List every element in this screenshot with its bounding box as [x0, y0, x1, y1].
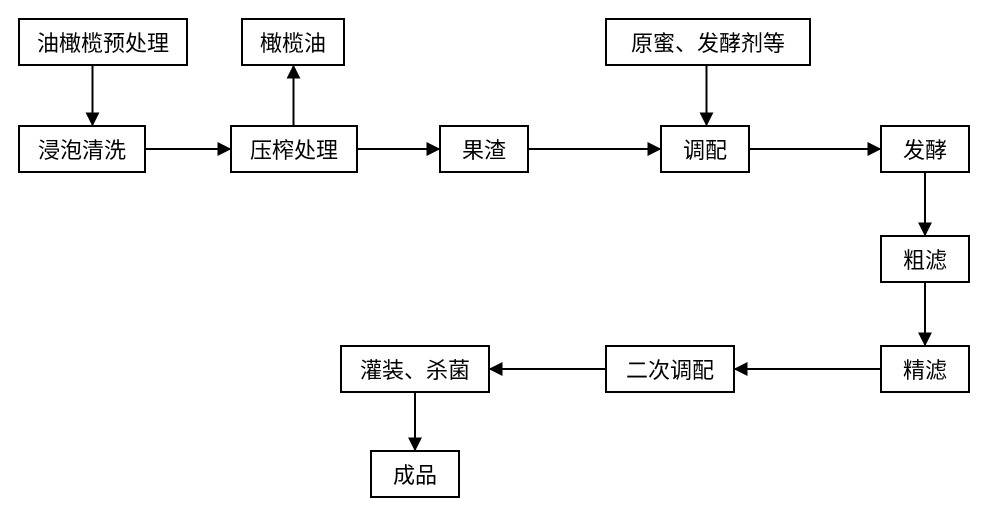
node-fill-sterilize: 灌装、杀菌: [340, 345, 490, 393]
node-label: 精滤: [903, 353, 947, 385]
node-finished-product: 成品: [370, 450, 460, 498]
node-label: 压榨处理: [250, 133, 338, 165]
flowchart-canvas: 油橄榄预处理 橄榄油 原蜜、发酵剂等 浸泡清洗 压榨处理 果渣 调配 发酵 粗滤…: [0, 0, 1000, 514]
node-coarse-filter: 粗滤: [880, 235, 970, 283]
node-second-blend: 二次调配: [605, 345, 735, 393]
node-olive-oil: 橄榄油: [241, 18, 345, 66]
node-label: 粗滤: [903, 243, 947, 275]
node-label: 原蜜、发酵剂等: [631, 26, 785, 58]
node-pomace: 果渣: [439, 125, 529, 173]
node-label: 果渣: [462, 133, 506, 165]
node-label: 橄榄油: [260, 26, 326, 58]
node-honey-ferment: 原蜜、发酵剂等: [605, 18, 811, 66]
node-fine-filter: 精滤: [880, 345, 970, 393]
node-press: 压榨处理: [230, 125, 358, 173]
node-label: 灌装、杀菌: [360, 353, 470, 385]
node-soak-wash: 浸泡清洗: [18, 125, 146, 173]
node-pretreatment: 油橄榄预处理: [18, 18, 188, 66]
node-label: 浸泡清洗: [38, 133, 126, 165]
node-label: 油橄榄预处理: [37, 26, 169, 58]
node-label: 成品: [393, 458, 437, 490]
node-blend: 调配: [660, 125, 750, 173]
node-label: 发酵: [903, 133, 947, 165]
node-label: 调配: [683, 133, 727, 165]
node-label: 二次调配: [626, 353, 714, 385]
node-ferment: 发酵: [880, 125, 970, 173]
edges-layer: [0, 0, 1000, 514]
